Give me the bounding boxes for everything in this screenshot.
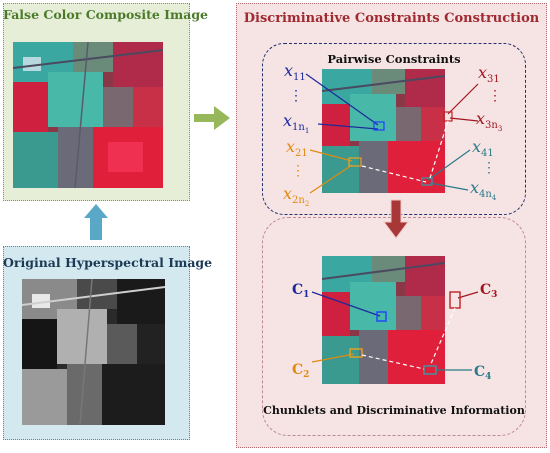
pairwise-constraints-image (322, 69, 445, 193)
original-hyperspectral-image (22, 279, 165, 425)
chunklets-image (322, 256, 445, 384)
false-color-title: False Color Composite Image (3, 7, 209, 22)
pairwise-constraints-title: Pairwise Constraints (327, 52, 461, 66)
right-arrow-icon (194, 106, 230, 130)
chunklets-title: Chunklets and Discriminative Information (263, 404, 525, 417)
constraints-construction-title: Discriminative Constraints Construction (243, 11, 540, 26)
original-image-title: Original Hyperspectral Image (3, 255, 213, 270)
up-arrow-icon (84, 204, 108, 240)
false-color-image (13, 42, 163, 188)
